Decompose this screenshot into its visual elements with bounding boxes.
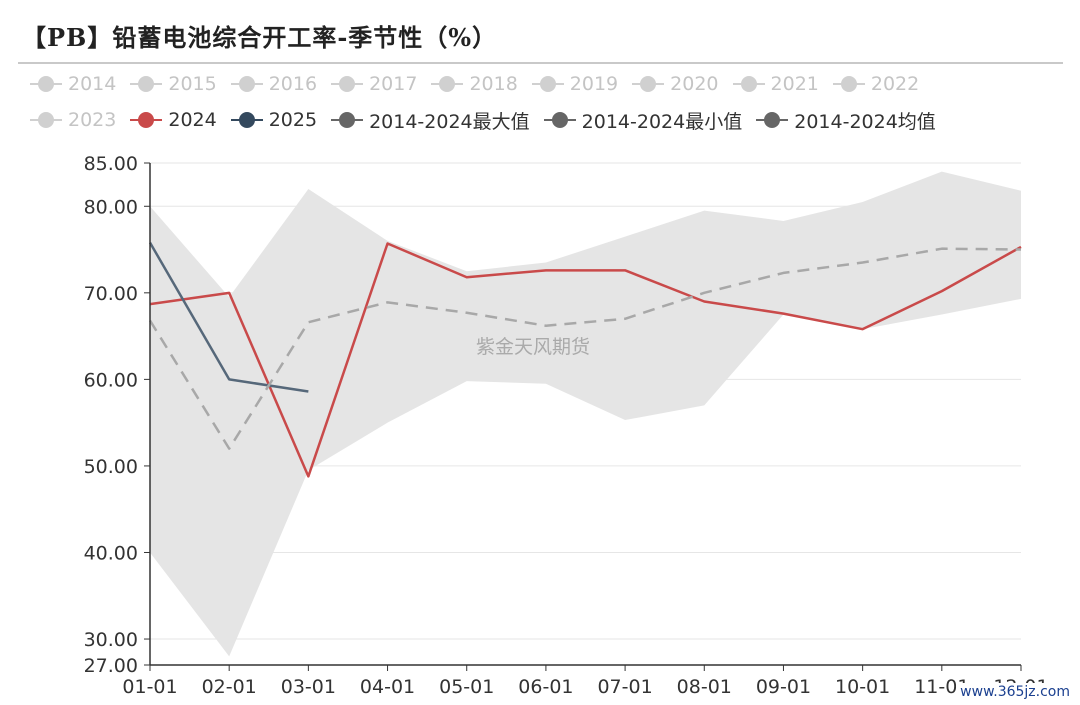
legend-label: 2014-2024最小值 [581,110,743,133]
legend-label: 2016 [268,73,318,95]
legend-marker-icon [756,112,789,128]
legend-item[interactable]: 2020 [632,73,719,95]
legend-marker-icon [531,76,564,92]
legend-marker-icon [331,112,364,128]
legend-marker-icon [230,112,263,128]
legend-label: 2017 [369,73,418,95]
legend-item[interactable]: 2014-2024最大值 [331,107,530,134]
series-line-2014-2024均值 [148,247,1022,450]
x-tick-label: 10-01 [835,676,890,698]
legend-marker-icon [130,112,163,128]
legend-row-2: 2023 2024 2025 2014-2024最大值 2014-2024最小值 2014… [30,102,1070,138]
y-tick-label: 27.00 [84,655,138,677]
x-tick-label: 06-01 [518,676,573,698]
x-tick-label: 05-01 [439,676,494,698]
x-tick-label: 01-01 [122,676,177,698]
legend-item[interactable]: 2016 [230,73,318,95]
legend-label: 2025 [268,109,318,131]
legend-item[interactable]: 2017 [331,73,417,95]
legend-item[interactable]: 2024 [130,109,217,131]
legend-marker-icon [832,76,865,92]
legend-row-1: 2014 2015 2016 2017 2018 2019 2020 2021 2022 [30,66,1070,102]
title-divider [18,62,1063,64]
legend-label: 2014 [68,73,117,95]
legend-marker-icon [331,76,364,92]
legend-item[interactable]: 2015 [130,73,217,95]
y-tick-label: 30.00 [84,629,138,651]
x-tick-label: 03-01 [281,676,336,698]
legend-label: 2014-2024最大值 [369,110,530,133]
legend-marker-icon [431,76,464,92]
legend-label: 2021 [770,73,819,95]
legend-item[interactable]: 2014 [30,73,116,95]
legend-marker-icon [30,76,62,92]
legend-label: 2023 [68,109,117,131]
y-tick-label: 40.00 [84,542,138,564]
x-tick-label: 07-01 [597,676,652,698]
legend: 2014 2015 2016 2017 2018 2019 2020 2021 2022 202… [30,66,1070,138]
legend-label: 2015 [168,73,217,95]
footer-url: www.365jz.com [956,683,1074,701]
x-tick-label: 04-01 [360,676,415,698]
y-tick-label: 70.00 [84,283,138,305]
legend-item[interactable]: 2014-2024最小值 [543,107,743,134]
chart-title: 【PB】铅蓄电池综合开工率-季节性（%） [22,23,498,52]
max-min-band [150,171,1021,657]
legend-label: 2019 [569,73,619,95]
x-tick-label: 02-01 [202,676,257,698]
legend-label: 2020 [670,73,719,95]
legend-marker-icon [30,112,62,128]
legend-label: 2022 [870,73,920,95]
legend-item[interactable]: 2022 [832,73,920,95]
legend-item[interactable]: 2025 [230,109,318,131]
legend-marker-icon [230,76,263,92]
x-tick-label: 09-01 [756,676,811,698]
legend-label: 2018 [469,73,518,95]
watermark-text: 紫金天风期货 [476,336,591,358]
legend-marker-icon [732,76,765,92]
legend-marker-icon [632,76,665,92]
legend-item[interactable]: 2018 [431,73,518,95]
legend-marker-icon [130,76,163,92]
y-tick-label: 85.00 [84,153,138,175]
y-tick-label: 50.00 [84,456,138,478]
series-line-2025 [148,242,309,393]
x-tick-label: 08-01 [677,676,732,698]
legend-item[interactable]: 2021 [732,73,819,95]
y-tick-label: 80.00 [84,196,138,218]
legend-item[interactable]: 2019 [531,73,619,95]
legend-item[interactable]: 2014-2024均值 [756,107,936,134]
legend-item[interactable]: 2023 [30,109,116,131]
y-tick-label: 60.00 [84,369,138,391]
legend-marker-icon [543,112,576,128]
x-tick-label: 11-01 [914,676,969,698]
legend-label: 2014-2024均值 [794,110,936,133]
series-line-2024 [149,242,1022,478]
legend-label: 2024 [168,109,217,131]
